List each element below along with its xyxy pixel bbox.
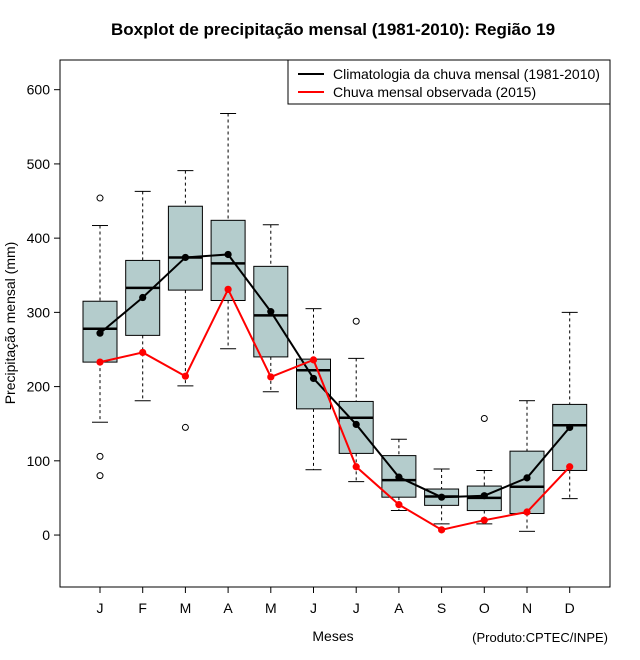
observed-point: [309, 356, 318, 364]
legend-label-observed: Chuva mensal observada (2015): [333, 84, 536, 100]
x-tick-label: M: [265, 600, 277, 616]
climatology-point: [267, 308, 275, 316]
x-tick-label: J: [310, 600, 317, 616]
observed-point: [224, 285, 232, 293]
legend-label-climatology: Climatologia da chuva mensal (1981-2010): [333, 66, 600, 82]
box: [167, 205, 203, 291]
y-tick-label: 400: [27, 230, 51, 246]
y-tick-label: 200: [27, 379, 51, 395]
x-axis-label: Meses: [312, 628, 353, 644]
x-tick-label: F: [138, 600, 147, 616]
outlier-point: [181, 423, 189, 431]
chart-title: Boxplot de precipitação mensal (1981-201…: [111, 20, 555, 39]
observed-point: [480, 516, 488, 524]
box: [125, 259, 161, 336]
box: [552, 403, 588, 471]
y-tick-label: 100: [27, 453, 51, 469]
observed-point: [267, 373, 275, 381]
x-tick-label: J: [97, 600, 104, 616]
x-tick-label: A: [223, 600, 233, 616]
climatology-point: [395, 473, 403, 481]
climatology-point: [96, 329, 104, 337]
legend-box: [287, 59, 611, 105]
observed-point: [352, 463, 360, 471]
observed-point: [139, 348, 147, 357]
climatology-point: [523, 474, 531, 482]
y-axis-label: Precipitação mensal (mm): [2, 242, 18, 405]
climatology-point: [309, 374, 318, 383]
x-tick-label: A: [394, 600, 404, 616]
x-tick-label: D: [565, 600, 575, 616]
climatology-point: [438, 493, 446, 501]
outlier-point: [96, 194, 104, 202]
observed-line: [99, 287, 571, 531]
y-tick-label: 300: [27, 304, 51, 320]
observed-point: [566, 463, 574, 471]
observed-point: [395, 501, 403, 509]
outlier-point: [352, 317, 360, 325]
x-tick-label: M: [180, 600, 192, 616]
observed-point: [96, 358, 104, 366]
observed-point: [181, 372, 189, 380]
box: [296, 358, 331, 410]
y-tick-label: 500: [27, 156, 51, 172]
climatology-line: [99, 253, 571, 499]
y-tick-label: 600: [27, 82, 51, 98]
climatology-point: [480, 492, 488, 500]
x-tick-label: N: [522, 600, 532, 616]
climatology-point: [224, 250, 232, 259]
credit-text: (Produto:CPTEC/INPE): [472, 630, 608, 645]
legend: Climatologia da chuva mensal (1981-2010)…: [287, 59, 611, 105]
outlier-point: [480, 415, 488, 423]
outlier-point: [96, 452, 104, 460]
x-tick-label: O: [479, 600, 490, 616]
y-tick-label: 0: [42, 527, 50, 543]
observed-point: [438, 526, 446, 534]
climatology-point: [352, 420, 360, 429]
climatology-point: [566, 423, 574, 432]
x-tick-label: S: [437, 600, 446, 616]
outlier-point: [96, 472, 104, 480]
climatology-point: [181, 253, 189, 262]
observed-point: [523, 508, 531, 516]
x-tick-label: J: [353, 600, 360, 616]
climatology-point: [139, 293, 147, 302]
